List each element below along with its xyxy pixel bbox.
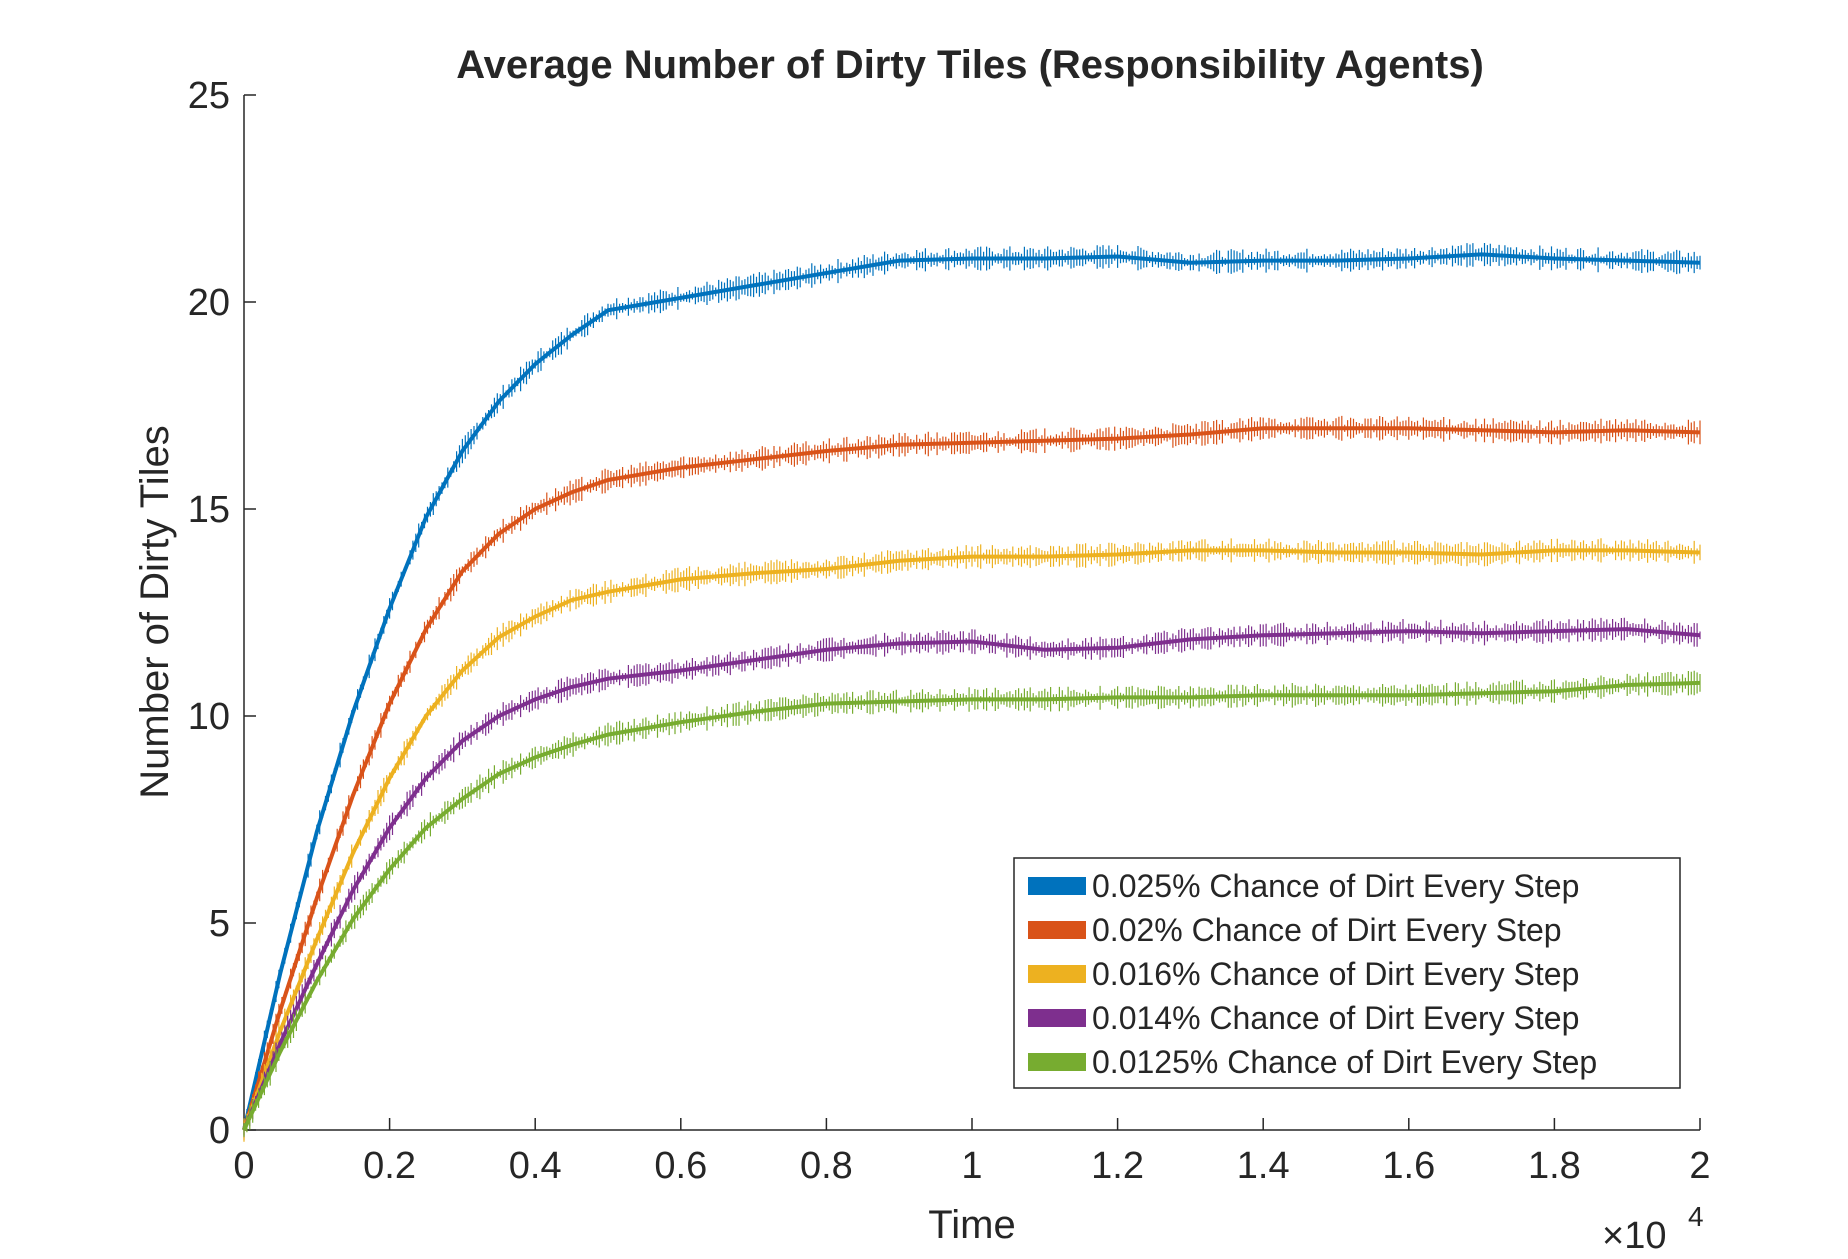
legend: 0.025% Chance of Dirt Every Step 0.02% Ch… (1013, 857, 1681, 1089)
x-tick-label: 0.4 (509, 1145, 562, 1187)
series-5 (242, 670, 1701, 1137)
legend-swatch (1028, 1053, 1086, 1071)
x-multiplier-base: ×10 (1602, 1215, 1666, 1254)
legend-swatch (1028, 877, 1086, 895)
chart-title: Average Number of Dirty Tiles (Responsib… (456, 43, 1484, 87)
legend-label: 0.02% Chance of Dirt Every Step (1092, 912, 1562, 948)
legend-item: 0.014% Chance of Dirt Every Step (1028, 1000, 1579, 1036)
x-tick-label: 1.6 (1382, 1145, 1435, 1187)
x-axis-multiplier: ×10 4 (1602, 1201, 1704, 1257)
x-tick-label: 0.8 (800, 1145, 853, 1187)
x-tick-label: 1 (961, 1145, 982, 1187)
legend-swatch (1028, 921, 1086, 939)
legend-label: 0.0125% Chance of Dirt Every Step (1092, 1044, 1597, 1080)
legend-item: 0.016% Chance of Dirt Every Step (1028, 956, 1579, 992)
legend-label: 0.025% Chance of Dirt Every Step (1092, 868, 1579, 904)
legend-label: 0.016% Chance of Dirt Every Step (1092, 956, 1579, 992)
legend-swatch (1028, 965, 1086, 983)
series-1 (242, 243, 1701, 1138)
legend-item: 0.02% Chance of Dirt Every Step (1028, 912, 1562, 948)
x-multiplier-exponent: 4 (1688, 1201, 1704, 1232)
y-axis-ticks: 0 5 10 15 20 25 (188, 75, 256, 1152)
x-tick-label: 0.6 (654, 1145, 707, 1187)
y-tick-label: 20 (188, 282, 230, 324)
legend-label: 0.014% Chance of Dirt Every Step (1092, 1000, 1579, 1036)
x-tick-label: 1.4 (1237, 1145, 1290, 1187)
y-tick-label: 5 (209, 903, 230, 945)
legend-items: 0.025% Chance of Dirt Every Step 0.02% Ch… (1028, 868, 1597, 1080)
x-tick-label: 2 (1689, 1145, 1710, 1187)
x-axis-ticks: 0 0.2 0.4 0.6 0.8 1 1.2 1.4 1.6 1.8 2 (233, 1118, 1711, 1187)
y-axis-title: Number of Dirty Tiles (133, 425, 177, 798)
y-tick-label: 10 (188, 696, 230, 738)
series-noise (243, 670, 1701, 1137)
x-tick-label: 1.8 (1528, 1145, 1581, 1187)
y-tick-label: 25 (188, 75, 230, 117)
series-group (242, 243, 1701, 1142)
legend-item: 0.0125% Chance of Dirt Every Step (1028, 1044, 1597, 1080)
y-tick-label: 15 (188, 489, 230, 531)
x-tick-label: 1.2 (1091, 1145, 1144, 1187)
x-tick-label: 0 (233, 1145, 254, 1187)
legend-swatch (1028, 1009, 1086, 1027)
y-tick-label: 0 (209, 1110, 230, 1152)
legend-box (1013, 857, 1681, 1089)
x-axis-title: Time (928, 1203, 1015, 1247)
x-tick-label: 0.2 (363, 1145, 416, 1187)
plot-area: 0 0.2 0.4 0.6 0.8 1 1.2 1.4 1.6 1.8 2 0 5 10 15 20 25 (188, 75, 1711, 1187)
legend-item: 0.025% Chance of Dirt Every Step (1028, 868, 1579, 904)
